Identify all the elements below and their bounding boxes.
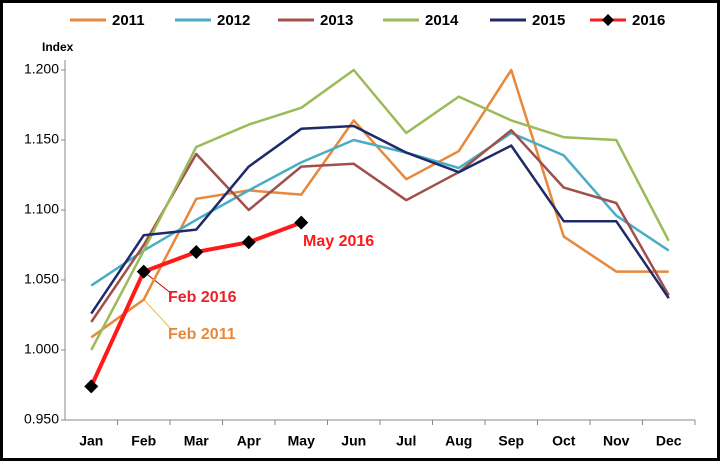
legend-label: 2015 — [532, 12, 565, 29]
point-marker — [241, 235, 256, 250]
legend-label: 2012 — [217, 12, 250, 29]
series-line — [90, 128, 670, 323]
legend-label: 2011 — [112, 12, 145, 29]
y-tick-label: 1.100 — [24, 201, 59, 217]
point-marker — [136, 264, 151, 279]
x-tick-label: Aug — [445, 433, 472, 449]
series-line — [90, 68, 670, 351]
series-line — [90, 131, 670, 287]
y-axis-label: Index — [42, 40, 74, 54]
legend-label: 2016 — [632, 12, 665, 29]
x-tick-label: Mar — [184, 433, 209, 449]
y-tick-label: 1.200 — [24, 61, 59, 77]
legend-label: 2014 — [425, 12, 459, 29]
point-marker — [189, 245, 204, 259]
annotation-connector — [143, 271, 173, 295]
x-tick-label: Apr — [237, 433, 262, 449]
x-tick-label: Jun — [341, 433, 366, 449]
legend-marker — [602, 14, 614, 26]
point-marker — [84, 379, 99, 394]
annotation: May 2016 — [303, 233, 374, 250]
x-tick-label: Jul — [396, 433, 416, 449]
y-tick-label: 1.150 — [24, 131, 59, 147]
annotation-connector — [143, 299, 173, 331]
legend-label: 2013 — [320, 12, 353, 29]
x-tick-label: Oct — [552, 433, 576, 449]
x-tick-label: Dec — [656, 433, 682, 449]
y-tick-label: 0.950 — [24, 411, 59, 427]
annotation: Feb 2016 — [168, 289, 237, 306]
x-tick-label: Feb — [131, 433, 156, 449]
x-tick-label: May — [288, 433, 315, 449]
point-marker — [294, 215, 309, 230]
x-tick-label: Nov — [603, 433, 630, 449]
series-line — [90, 68, 669, 339]
y-tick-label: 1.050 — [24, 271, 59, 287]
x-tick-label: Sep — [498, 433, 524, 449]
series-line — [90, 124, 670, 315]
y-tick-label: 1.000 — [24, 341, 59, 357]
x-tick-label: Jan — [79, 433, 103, 449]
annotation: Feb 2011 — [168, 326, 236, 343]
